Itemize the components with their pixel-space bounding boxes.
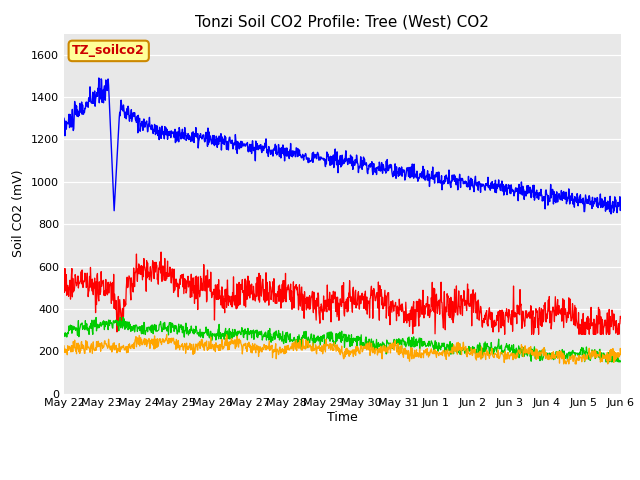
Title: Tonzi Soil CO2 Profile: Tree (West) CO2: Tonzi Soil CO2 Profile: Tree (West) CO2 [195,15,490,30]
X-axis label: Time: Time [327,411,358,424]
Text: TZ_soilco2: TZ_soilco2 [72,44,145,58]
Y-axis label: Soil CO2 (mV): Soil CO2 (mV) [12,170,26,257]
Legend: -2cm, -4cm, -8cm, -16cm: -2cm, -4cm, -8cm, -16cm [178,479,507,480]
